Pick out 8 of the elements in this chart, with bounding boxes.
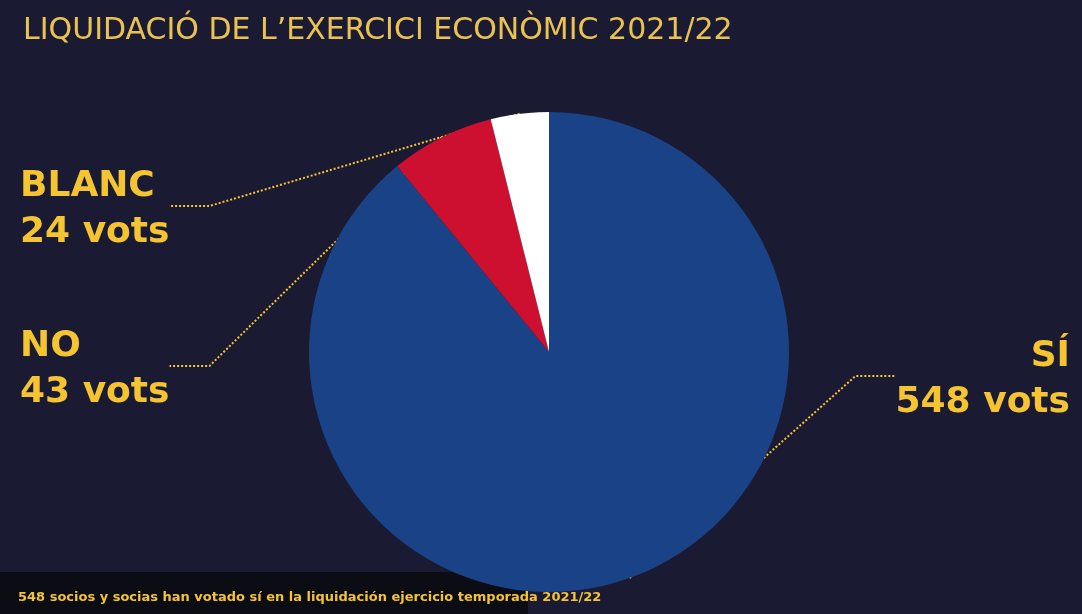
slice-label: NO <box>20 322 81 364</box>
text: 548 socios y socias han votado sí en la liquidación ejercicio temporada 2021/22 <box>18 589 602 604</box>
data-label: 43 vots <box>20 368 170 410</box>
data-label: 24 vots <box>20 208 170 250</box>
slice-label: BLANC <box>20 162 155 204</box>
data-label: 548 vots <box>895 378 1070 420</box>
slice-label: SÍ <box>1030 332 1070 374</box>
chart-title: LIQUIDACIÓ DE L’EXERCICI ECONÒMIC 2021/22 <box>23 9 733 46</box>
